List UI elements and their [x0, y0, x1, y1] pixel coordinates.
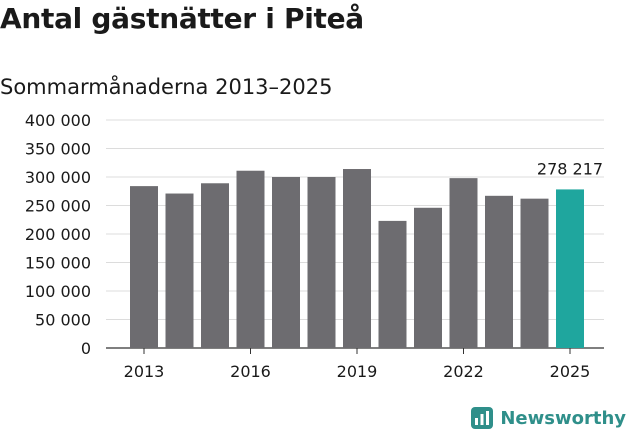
x-tick-label: 2019 — [337, 362, 378, 381]
y-tick-label: 300 000 — [25, 168, 91, 187]
y-tick-label: 150 000 — [25, 254, 91, 273]
bar-2013 — [130, 186, 158, 348]
y-tick-label: 100 000 — [25, 282, 91, 301]
y-tick-label: 0 — [81, 339, 91, 358]
bar-2023 — [485, 195, 513, 348]
bar-2025 — [556, 189, 584, 348]
x-tick-label: 2013 — [124, 362, 165, 381]
bar-2024 — [520, 198, 549, 348]
data-label: 278 217 — [537, 159, 603, 178]
y-tick-label: 400 000 — [25, 111, 91, 130]
brand-name: Newsworthy — [500, 407, 626, 429]
x-tick-label: 2022 — [443, 362, 484, 381]
bar-chart-logo-icon — [471, 407, 494, 429]
bar-2022 — [449, 178, 478, 348]
y-tick-label: 200 000 — [25, 225, 91, 244]
brand-logo: Newsworthy — [470, 406, 626, 430]
bar-2019 — [343, 169, 371, 348]
x-tick-label: 2016 — [230, 362, 271, 381]
bar-2017 — [272, 177, 300, 348]
bar-2021 — [414, 207, 442, 348]
y-tick-label: 50 000 — [35, 311, 91, 330]
bar-2014 — [165, 193, 194, 348]
bar-chart: 0 50 000 100 000 150 000 200 000 250 000 300 0… — [25, 111, 604, 381]
bar-2016 — [236, 170, 265, 348]
bar-2020 — [378, 220, 407, 348]
x-tick-label: 2025 — [550, 362, 591, 381]
chart-title: Antal gästnätter i Piteå — [0, 2, 364, 35]
bar-2015 — [201, 183, 229, 348]
y-tick-label: 250 000 — [25, 197, 91, 216]
bar-2018 — [307, 177, 336, 348]
chart-subtitle: Sommarmånaderna 2013–2025 — [0, 75, 333, 99]
y-tick-label: 350 000 — [25, 140, 91, 159]
